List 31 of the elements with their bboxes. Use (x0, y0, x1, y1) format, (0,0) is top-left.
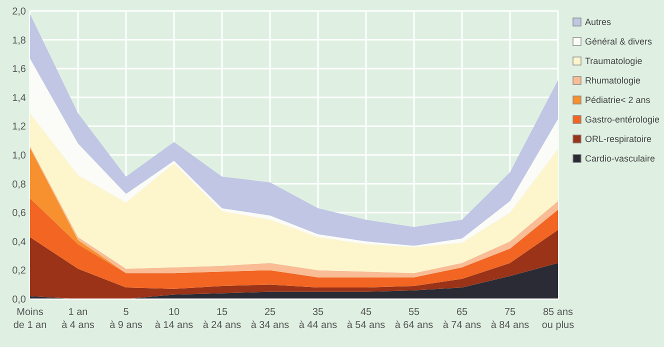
y-tick-label: 0,6 (12, 208, 26, 220)
x-tick-label: 5 à 9 ans (110, 307, 142, 331)
legend-label: Traumatologie (585, 56, 642, 66)
x-tick-label: Moins de 1 an (13, 307, 47, 331)
x-tick-label: 15 à 24 ans (202, 307, 242, 331)
y-tick-label: 1,2 (12, 122, 26, 133)
legend-label: Gastro-entérologie (585, 114, 660, 125)
y-tick-label: 0,8 (12, 179, 26, 190)
x-tick-label: 75 à 84 ans (490, 307, 530, 331)
x-tick-label: 65 à 74 ans (442, 307, 482, 331)
x-tick-label: 10 à 14 ans (154, 307, 194, 331)
y-tick-label: 0,4 (12, 236, 26, 248)
x-tick-label: 25 à 34 ans (250, 307, 290, 331)
legend-label: Rhumatologie (585, 76, 641, 86)
y-tick-label: 1,0 (12, 150, 26, 162)
legend-label: Cardio-vasculaire (585, 154, 656, 164)
x-tick-label: 35 à 44 ans (298, 307, 338, 331)
legend-label: Pédiatrie< 2 ans (585, 95, 651, 106)
x-tick-label: 1 an à 4 ans (62, 307, 94, 331)
y-tick-label: 1,8 (12, 35, 26, 46)
y-tick-label: 1,4 (12, 92, 26, 104)
y-tick-label: 1,6 (12, 64, 26, 76)
x-tick-label: 55 à 64 ans (394, 307, 434, 331)
legend-label: ORL-respiratoire (585, 134, 652, 144)
y-tick-label: 2,0 (12, 6, 26, 18)
legend-label: Autres (585, 17, 612, 28)
y-tick-label: 0,0 (12, 294, 26, 306)
y-tick-label: 0,2 (12, 266, 26, 277)
x-tick-label: 85 ans ou plus (542, 307, 574, 331)
legend-label: Général & divers (585, 36, 653, 47)
x-tick-label: 45 à 54 ans (346, 307, 386, 331)
